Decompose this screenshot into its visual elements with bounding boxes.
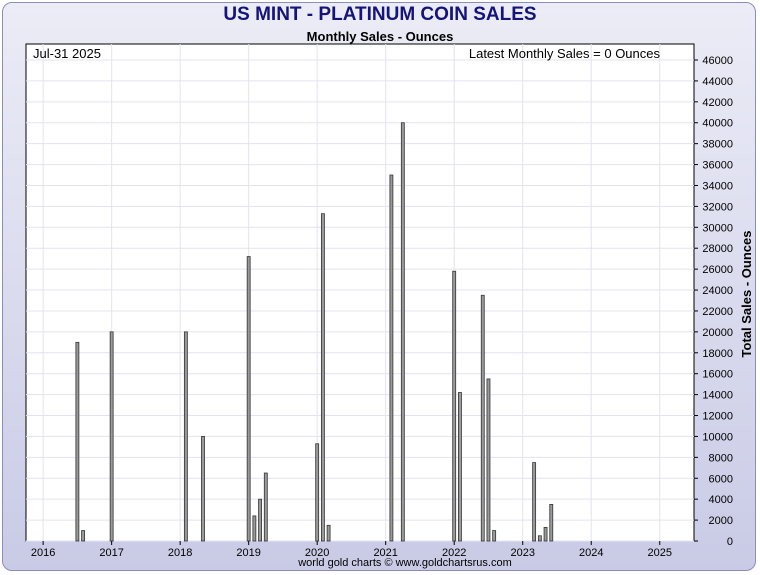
bar xyxy=(183,331,188,542)
y-tick-label: 6000 xyxy=(709,473,733,485)
y-tick-label: 32000 xyxy=(702,201,733,213)
x-tick-label: 2016 xyxy=(31,547,55,559)
x-tick-label: 2017 xyxy=(99,547,123,559)
plot-area xyxy=(25,43,695,542)
bar xyxy=(315,443,320,542)
bar xyxy=(537,535,542,542)
y-tick-label: 36000 xyxy=(702,160,733,172)
y-tick-label: 2000 xyxy=(709,515,733,527)
bar xyxy=(486,378,491,542)
bar xyxy=(258,498,262,542)
x-tick-label: 2022 xyxy=(442,547,466,559)
y-tick-label: 8000 xyxy=(709,452,733,464)
bar xyxy=(109,331,114,542)
bar xyxy=(458,392,462,542)
y-tick-label: 4000 xyxy=(709,494,733,506)
x-tick-label: 2020 xyxy=(305,547,329,559)
bar xyxy=(549,504,554,542)
y-tick-label: 26000 xyxy=(702,264,733,276)
x-tick-label: 2019 xyxy=(236,547,260,559)
y-tick-label: 30000 xyxy=(702,222,733,234)
y-tick-label: 0 xyxy=(727,536,733,548)
y-axis: 0 2000 4000 6000 8000 10000 12000 14000 16000 180… xyxy=(694,55,733,548)
y-tick-label: 14000 xyxy=(702,390,733,402)
chart-title: US MINT - PLATINUM COIN SALES xyxy=(223,4,537,25)
y-tick-label: 12000 xyxy=(702,411,733,423)
x-tick-label: 2025 xyxy=(648,547,672,559)
bar xyxy=(252,515,257,542)
bar xyxy=(492,530,497,542)
bar xyxy=(326,524,331,542)
y-tick-label: 46000 xyxy=(702,55,733,67)
y-tick-label: 20000 xyxy=(702,327,733,339)
date-label: Jul-31 2025 xyxy=(33,46,101,61)
grid-lines xyxy=(26,44,694,542)
bar xyxy=(263,472,268,542)
bar xyxy=(480,294,485,542)
x-axis: 2016 2017 2018 2019 2020 2021 2022 2023 2024 2025 xyxy=(31,541,672,559)
x-tick-label: 2018 xyxy=(168,547,192,559)
bar xyxy=(543,527,548,542)
footer-credit: world gold charts © www.goldchartsrus.co… xyxy=(298,557,512,569)
x-tick-label: 2021 xyxy=(373,547,397,559)
y-tick-label: 16000 xyxy=(702,369,733,381)
bar xyxy=(75,341,80,542)
latest-sales-label: Latest Monthly Sales = 0 Ounces xyxy=(469,46,661,61)
chart-subtitle: Monthly Sales - Ounces xyxy=(306,29,454,44)
x-tick-label: 2023 xyxy=(510,547,534,559)
bar xyxy=(246,256,251,542)
bar xyxy=(81,530,85,542)
y-tick-label: 10000 xyxy=(702,431,733,443)
bar xyxy=(320,213,325,542)
x-tick-label: 2024 xyxy=(579,547,603,559)
y-tick-label: 18000 xyxy=(702,348,733,360)
bar xyxy=(532,462,537,542)
bar xyxy=(452,270,457,542)
y-tick-label: 38000 xyxy=(702,139,733,151)
y-tick-label: 40000 xyxy=(702,118,733,130)
y-tick-label: 42000 xyxy=(702,97,733,109)
y-axis-title: Total Sales - Ounces xyxy=(739,231,754,358)
y-tick-label: 44000 xyxy=(702,76,733,88)
y-tick-label: 24000 xyxy=(702,285,733,297)
bar xyxy=(400,122,405,542)
bar xyxy=(201,436,205,542)
bar xyxy=(389,174,394,542)
y-tick-label: 22000 xyxy=(702,306,733,318)
y-tick-label: 28000 xyxy=(702,243,733,255)
y-tick-label: 34000 xyxy=(702,180,733,192)
bars xyxy=(75,122,554,542)
